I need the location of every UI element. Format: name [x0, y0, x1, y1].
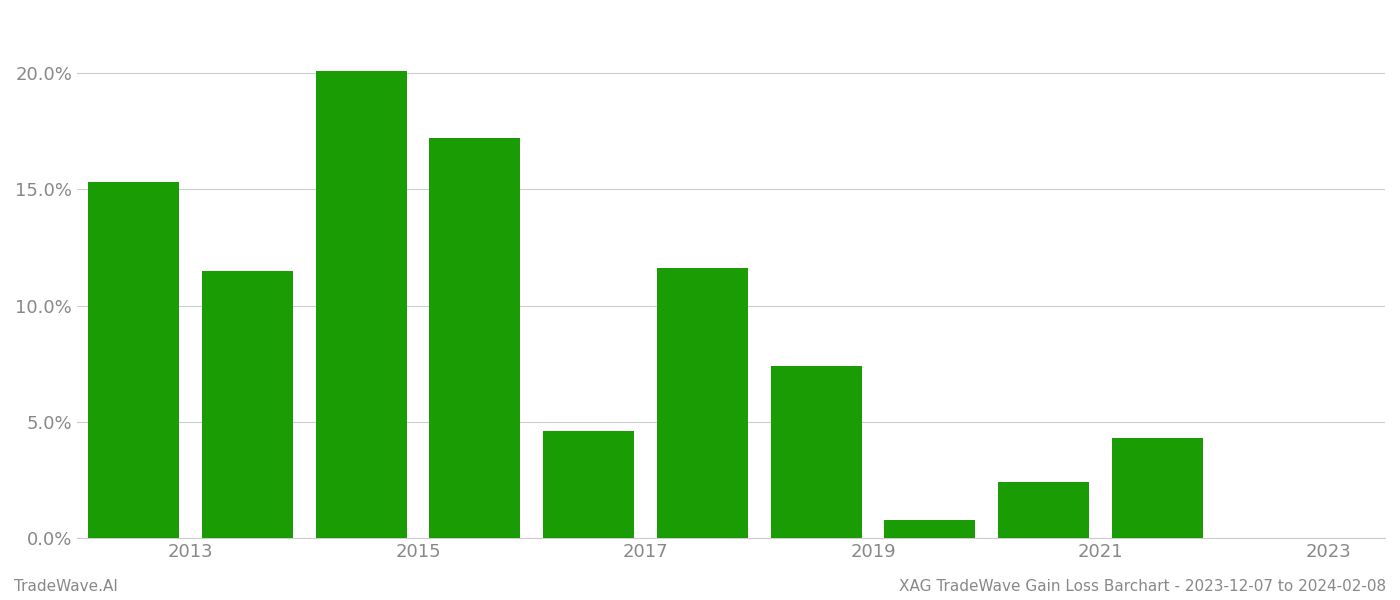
Bar: [88, 182, 179, 538]
Bar: [657, 268, 748, 538]
Bar: [771, 366, 862, 538]
Bar: [202, 271, 293, 538]
Text: XAG TradeWave Gain Loss Barchart - 2023-12-07 to 2024-02-08: XAG TradeWave Gain Loss Barchart - 2023-…: [899, 579, 1386, 594]
Bar: [885, 520, 976, 538]
Bar: [430, 138, 521, 538]
Bar: [316, 71, 407, 538]
Text: TradeWave.AI: TradeWave.AI: [14, 579, 118, 594]
Bar: [1112, 438, 1203, 538]
Bar: [543, 431, 634, 538]
Bar: [998, 482, 1089, 538]
